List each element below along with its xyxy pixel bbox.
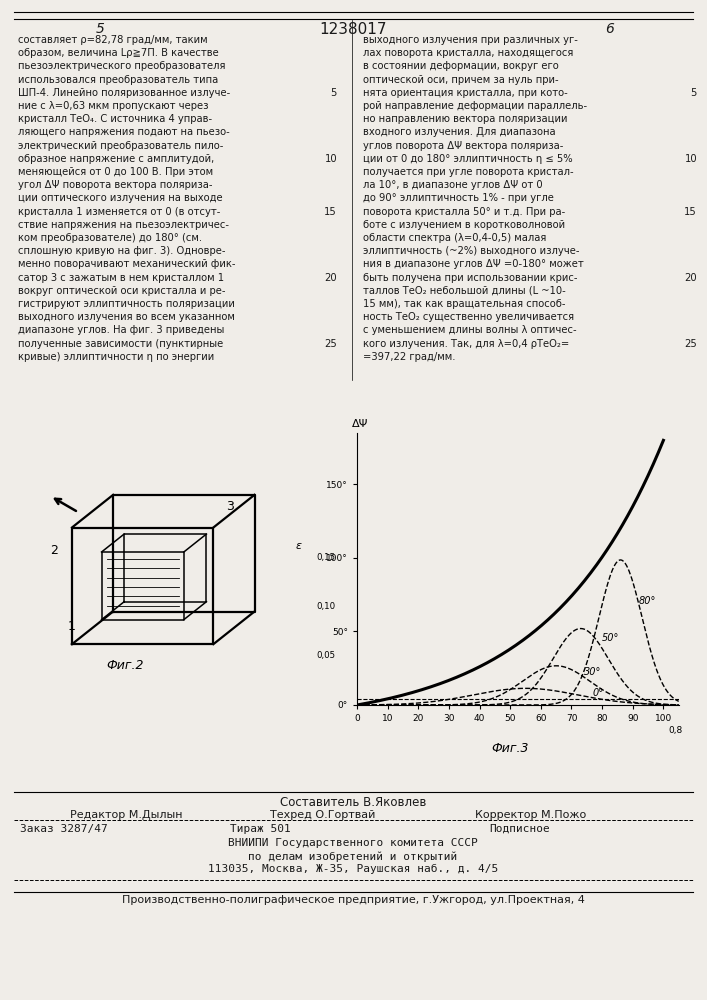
Text: 0°: 0° bbox=[593, 688, 604, 698]
Text: ствие напряжения на пьезоэлектричес-: ствие напряжения на пьезоэлектричес- bbox=[18, 220, 229, 230]
Text: ΔΨ: ΔΨ bbox=[352, 419, 368, 429]
Text: нята ориентация кристалла, при кото-: нята ориентация кристалла, при кото- bbox=[363, 88, 568, 98]
Text: кривые) эллиптичности η по энергии: кривые) эллиптичности η по энергии bbox=[18, 352, 214, 362]
Text: до 90° эллиптичность 1% - при угле: до 90° эллиптичность 1% - при угле bbox=[363, 193, 554, 203]
Text: ции от 0 до 180° эллиптичность η ≤ 5%: ции от 0 до 180° эллиптичность η ≤ 5% bbox=[363, 154, 573, 164]
Text: 15: 15 bbox=[684, 207, 697, 217]
Text: 20: 20 bbox=[684, 273, 697, 283]
Text: 0,10: 0,10 bbox=[317, 602, 336, 611]
Text: Фиг.3: Фиг.3 bbox=[491, 742, 529, 755]
Text: оптической оси, причем за нуль при-: оптической оси, причем за нуль при- bbox=[363, 75, 559, 85]
Text: выходного излучения при различных уг-: выходного излучения при различных уг- bbox=[363, 35, 578, 45]
Text: в состоянии деформации, вокруг его: в состоянии деформации, вокруг его bbox=[363, 61, 559, 71]
Text: таллов ТеО₂ небольшой длины (L ~10-: таллов ТеО₂ небольшой длины (L ~10- bbox=[363, 286, 566, 296]
Text: 5: 5 bbox=[331, 88, 337, 98]
Text: Заказ 3287/47: Заказ 3287/47 bbox=[20, 824, 107, 834]
Text: =397,22 град/мм.: =397,22 град/мм. bbox=[363, 352, 455, 362]
Text: менно поворачивают механический фик-: менно поворачивают механический фик- bbox=[18, 259, 235, 269]
Text: ния в диапазоне углов ΔΨ =0-180° может: ния в диапазоне углов ΔΨ =0-180° может bbox=[363, 259, 584, 269]
Text: Тираж 501: Тираж 501 bbox=[230, 824, 291, 834]
Text: ляющего напряжения подают на пьезо-: ляющего напряжения подают на пьезо- bbox=[18, 127, 230, 137]
Text: 5: 5 bbox=[691, 88, 697, 98]
Text: эллиптичность (~2%) выходного излуче-: эллиптичность (~2%) выходного излуче- bbox=[363, 246, 580, 256]
Text: Подписное: Подписное bbox=[490, 824, 550, 834]
Text: углов поворота ΔΨ вектора поляриза-: углов поворота ΔΨ вектора поляриза- bbox=[363, 141, 563, 151]
Text: боте с излучением в коротковолновой: боте с излучением в коротковолновой bbox=[363, 220, 565, 230]
Text: 113035, Москва, Ж-35, Раушская наб., д. 4/5: 113035, Москва, Ж-35, Раушская наб., д. … bbox=[208, 864, 498, 874]
Text: 25: 25 bbox=[325, 339, 337, 349]
Text: угол ΔΨ поворота вектора поляриза-: угол ΔΨ поворота вектора поляриза- bbox=[18, 180, 213, 190]
Text: полученные зависимости (пунктирные: полученные зависимости (пунктирные bbox=[18, 339, 223, 349]
Text: ε: ε bbox=[296, 541, 302, 551]
Text: 10: 10 bbox=[684, 154, 697, 164]
Text: 5: 5 bbox=[95, 22, 105, 36]
Text: Корректор М.Пожо: Корректор М.Пожо bbox=[475, 810, 586, 820]
Text: вокруг оптической оси кристалла и ре-: вокруг оптической оси кристалла и ре- bbox=[18, 286, 226, 296]
Text: ком преобразователе) до 180° (см.: ком преобразователе) до 180° (см. bbox=[18, 233, 202, 243]
Text: Составитель В.Яковлев: Составитель В.Яковлев bbox=[280, 796, 426, 809]
Text: ШП-4. Линейно поляризованное излуче-: ШП-4. Линейно поляризованное излуче- bbox=[18, 88, 230, 98]
Text: 25: 25 bbox=[684, 339, 697, 349]
Text: 0,8: 0,8 bbox=[669, 726, 683, 735]
Text: 50°: 50° bbox=[602, 633, 619, 643]
Text: диапазоне углов. На фиг. 3 приведены: диапазоне углов. На фиг. 3 приведены bbox=[18, 325, 224, 335]
Text: образом, величина Lρ≧7Π. В качестве: образом, величина Lρ≧7Π. В качестве bbox=[18, 48, 218, 58]
Text: 20: 20 bbox=[325, 273, 337, 283]
Text: образное напряжение с амплитудой,: образное напряжение с амплитудой, bbox=[18, 154, 214, 164]
Text: рой направление деформации параллель-: рой направление деформации параллель- bbox=[363, 101, 587, 111]
Text: 10: 10 bbox=[325, 154, 337, 164]
Text: выходного излучения во всем указанном: выходного излучения во всем указанном bbox=[18, 312, 235, 322]
Text: входного излучения. Для диапазона: входного излучения. Для диапазона bbox=[363, 127, 556, 137]
Text: Производственно-полиграфическое предприятие, г.Ужгород, ул.Проектная, 4: Производственно-полиграфическое предприя… bbox=[122, 895, 585, 905]
Text: но направлению вектора поляризации: но направлению вектора поляризации bbox=[363, 114, 568, 124]
Text: 2: 2 bbox=[50, 544, 58, 557]
Text: пьезоэлектрического преобразователя: пьезоэлектрического преобразователя bbox=[18, 61, 226, 71]
Text: 1: 1 bbox=[68, 620, 76, 633]
Text: 15 мм), так как вращательная способ-: 15 мм), так как вращательная способ- bbox=[363, 299, 566, 309]
Text: 1238017: 1238017 bbox=[320, 22, 387, 37]
Text: 30°: 30° bbox=[584, 667, 601, 677]
Text: сплошную кривую на фиг. 3). Одновре-: сплошную кривую на фиг. 3). Одновре- bbox=[18, 246, 226, 256]
Text: с уменьшением длины волны λ оптичес-: с уменьшением длины волны λ оптичес- bbox=[363, 325, 577, 335]
Text: использовался преобразователь типа: использовался преобразователь типа bbox=[18, 75, 218, 85]
Text: 6: 6 bbox=[606, 22, 614, 36]
Text: электрический преобразователь пило-: электрический преобразователь пило- bbox=[18, 141, 223, 151]
Text: ла 10°, в диапазоне углов ΔΨ от 0: ла 10°, в диапазоне углов ΔΨ от 0 bbox=[363, 180, 543, 190]
Text: Фиг.2: Фиг.2 bbox=[107, 659, 144, 672]
Text: ции оптического излучения на выходе: ции оптического излучения на выходе bbox=[18, 193, 223, 203]
Text: 15: 15 bbox=[325, 207, 337, 217]
Text: Техред О.Гортвай: Техред О.Гортвай bbox=[270, 810, 375, 820]
Text: кристалла 1 изменяется от 0 (в отсут-: кристалла 1 изменяется от 0 (в отсут- bbox=[18, 207, 221, 217]
Text: гистрируют эллиптичность поляризации: гистрируют эллиптичность поляризации bbox=[18, 299, 235, 309]
Text: ние с λ=0,63 мкм пропускают через: ние с λ=0,63 мкм пропускают через bbox=[18, 101, 209, 111]
Text: лах поворота кристалла, находящегося: лах поворота кристалла, находящегося bbox=[363, 48, 573, 58]
Text: составляет ρ=82,78 град/мм, таким: составляет ρ=82,78 град/мм, таким bbox=[18, 35, 208, 45]
Text: получается при угле поворота кристал-: получается при угле поворота кристал- bbox=[363, 167, 573, 177]
Text: кого излучения. Так, для λ=0,4 ρТеО₂=: кого излучения. Так, для λ=0,4 ρТеО₂= bbox=[363, 339, 569, 349]
Text: области спектра (λ=0,4-0,5) малая: области спектра (λ=0,4-0,5) малая bbox=[363, 233, 547, 243]
Text: поворота кристалла 50° и т.д. При ра-: поворота кристалла 50° и т.д. При ра- bbox=[363, 207, 566, 217]
Text: 80°: 80° bbox=[639, 596, 656, 606]
Text: меняющейся от 0 до 100 В. При этом: меняющейся от 0 до 100 В. При этом bbox=[18, 167, 213, 177]
Text: быть получена при использовании крис-: быть получена при использовании крис- bbox=[363, 273, 578, 283]
Text: 0,15: 0,15 bbox=[317, 553, 336, 562]
Text: 0,05: 0,05 bbox=[317, 651, 336, 660]
Text: 3: 3 bbox=[226, 500, 234, 513]
Text: по делам изобретений и открытий: по делам изобретений и открытий bbox=[248, 851, 457, 861]
Text: Редактор М.Дылын: Редактор М.Дылын bbox=[70, 810, 182, 820]
Text: кристалл ТеО₄. С источника 4 управ-: кристалл ТеО₄. С источника 4 управ- bbox=[18, 114, 212, 124]
Text: ВНИИПИ Государственного комитета СССР: ВНИИПИ Государственного комитета СССР bbox=[228, 838, 478, 848]
Text: ность ТеО₂ существенно увеличивается: ность ТеО₂ существенно увеличивается bbox=[363, 312, 574, 322]
Text: сатор 3 с зажатым в нем кристаллом 1: сатор 3 с зажатым в нем кристаллом 1 bbox=[18, 273, 224, 283]
